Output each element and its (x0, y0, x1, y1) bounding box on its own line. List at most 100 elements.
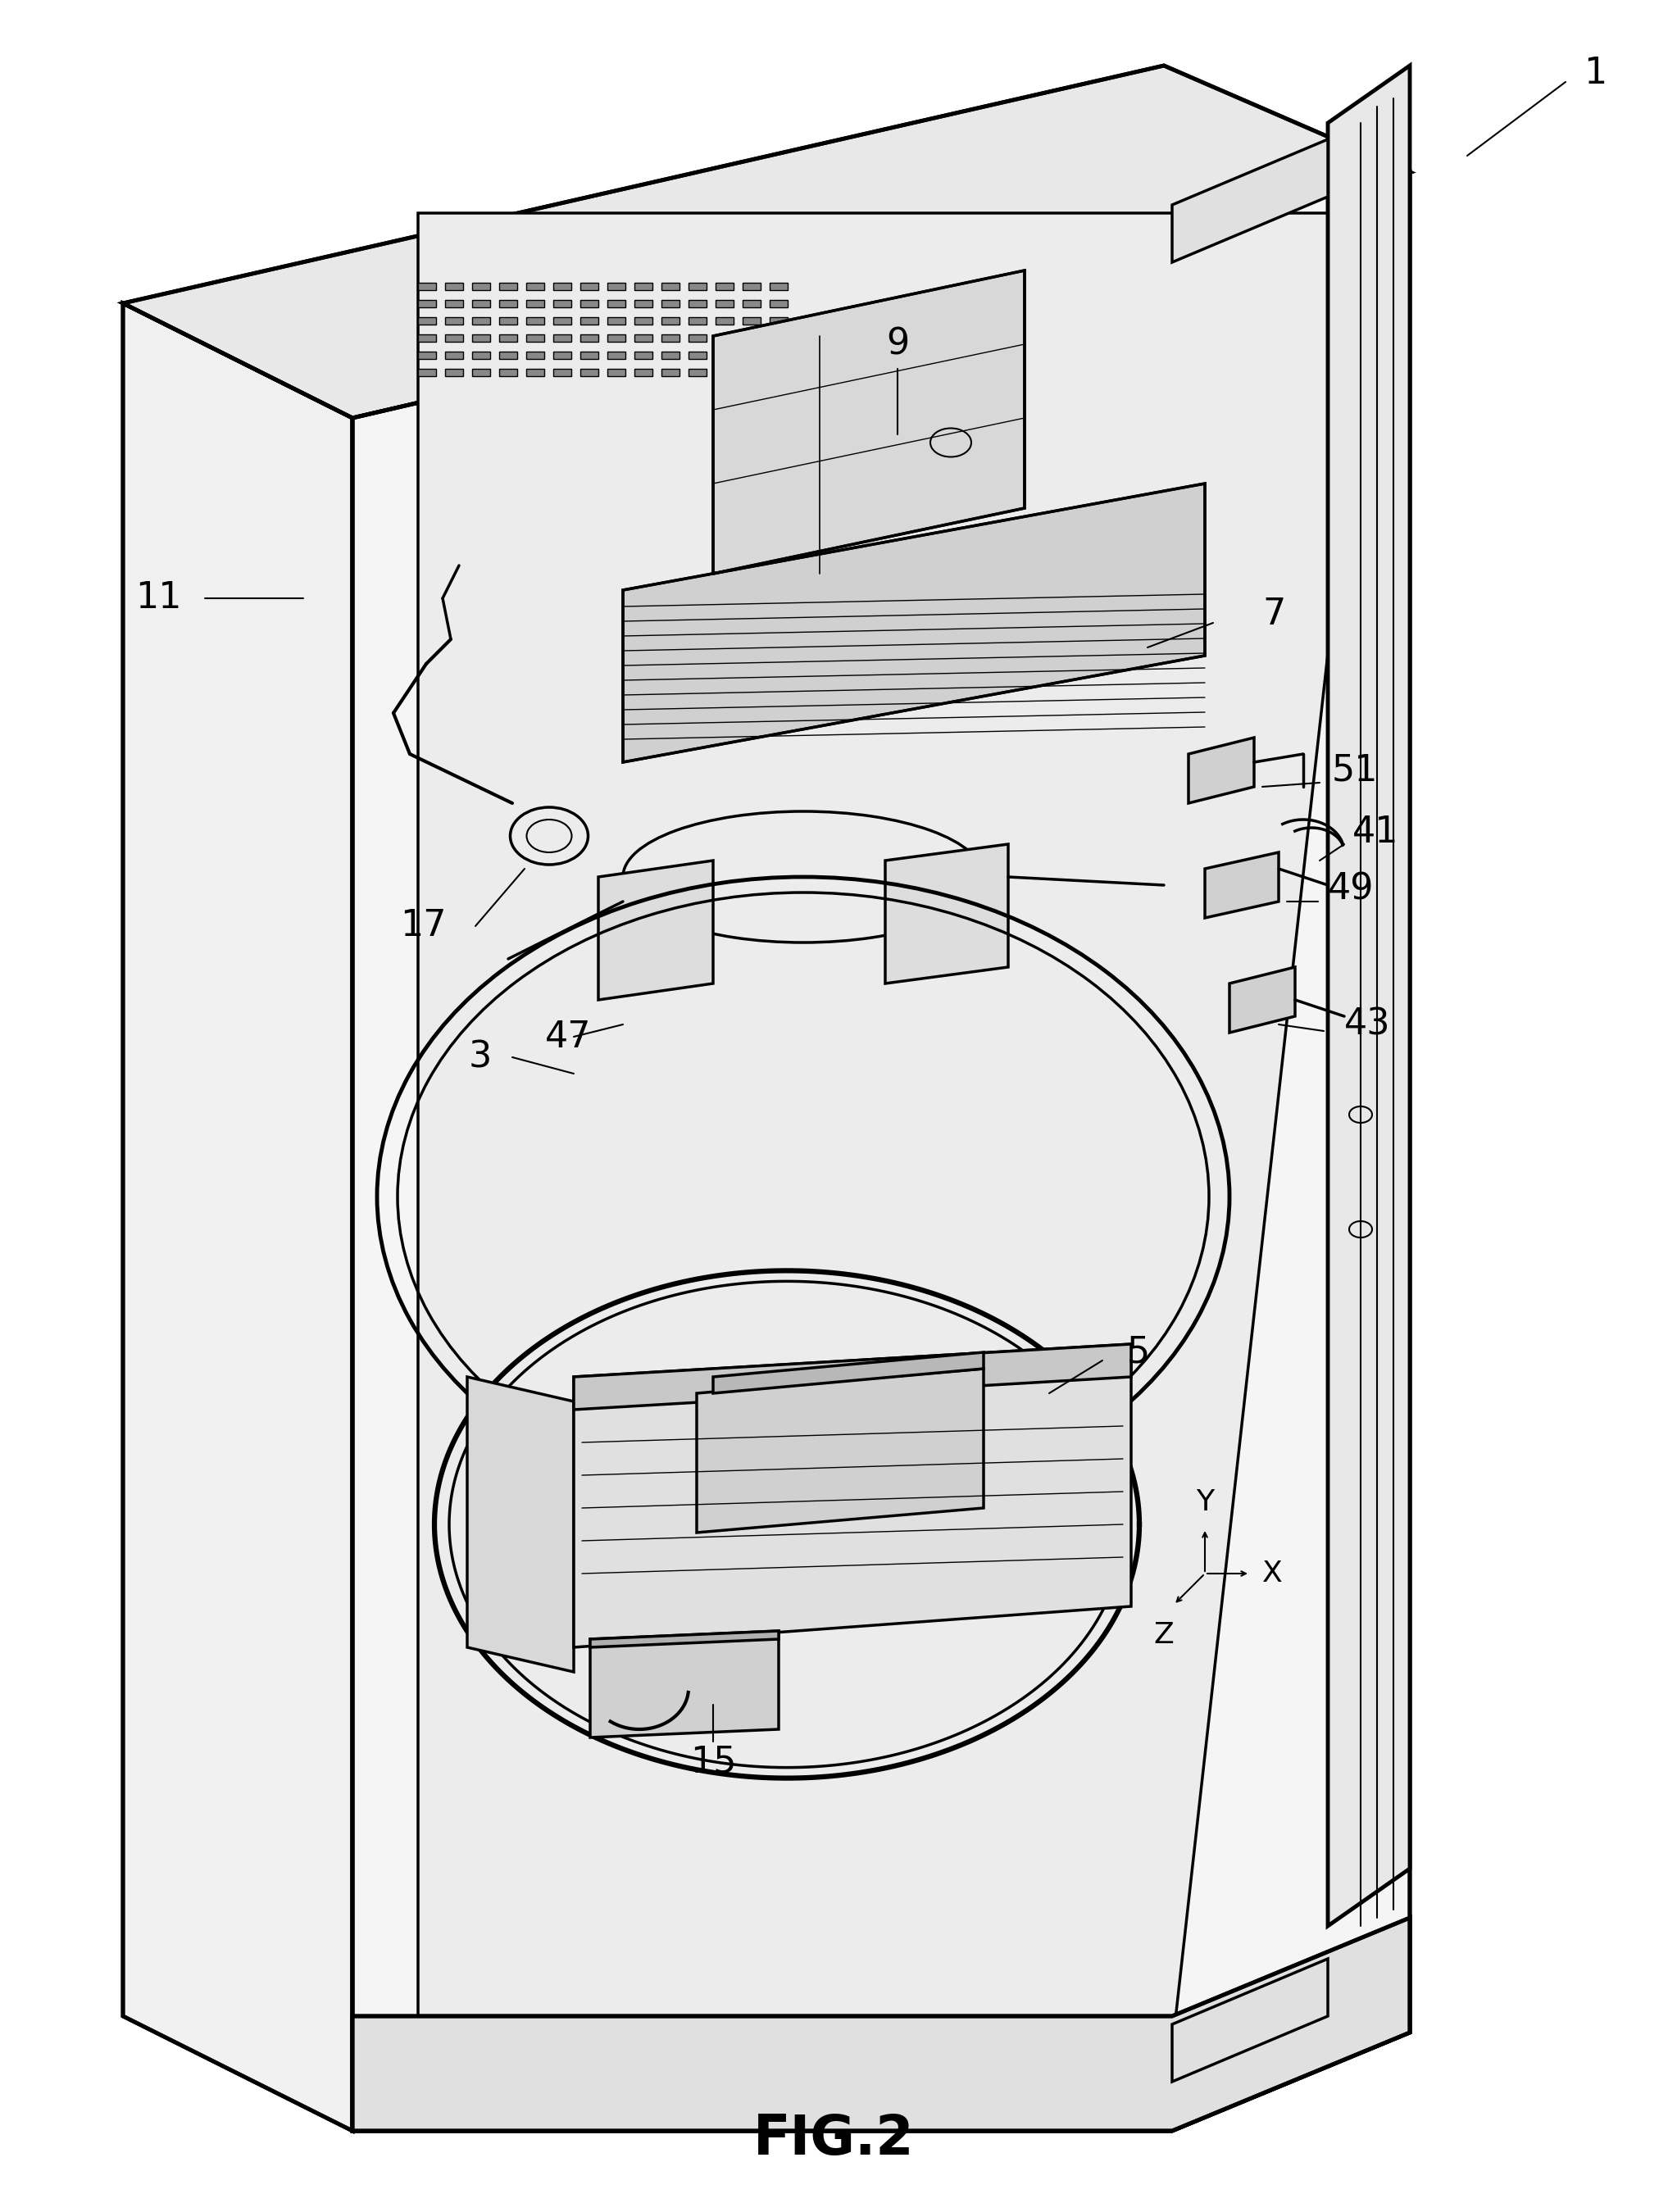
Polygon shape (123, 66, 1409, 418)
Text: 15: 15 (691, 1745, 736, 1781)
Text: 51: 51 (1333, 752, 1378, 787)
Polygon shape (1189, 737, 1254, 803)
Polygon shape (716, 352, 734, 358)
Text: Z: Z (1154, 1621, 1174, 1648)
Polygon shape (622, 484, 1204, 763)
Polygon shape (886, 845, 1007, 984)
Polygon shape (1204, 852, 1279, 918)
Polygon shape (574, 1345, 1131, 1409)
Polygon shape (714, 1352, 984, 1394)
Polygon shape (769, 301, 787, 307)
Polygon shape (445, 301, 464, 307)
Text: 49: 49 (1328, 872, 1374, 907)
Polygon shape (769, 352, 787, 358)
Polygon shape (554, 301, 572, 307)
Polygon shape (689, 283, 707, 290)
Polygon shape (634, 316, 652, 325)
Polygon shape (445, 334, 464, 343)
Text: 43: 43 (1344, 1006, 1391, 1042)
Polygon shape (634, 334, 652, 343)
Polygon shape (472, 369, 490, 376)
Polygon shape (714, 270, 1024, 573)
Polygon shape (689, 369, 707, 376)
Polygon shape (689, 316, 707, 325)
Polygon shape (662, 352, 679, 358)
Polygon shape (742, 316, 761, 325)
Polygon shape (472, 352, 490, 358)
Text: 9: 9 (886, 327, 909, 363)
Polygon shape (580, 316, 599, 325)
Polygon shape (419, 212, 1378, 2048)
Polygon shape (634, 283, 652, 290)
Polygon shape (472, 316, 490, 325)
Polygon shape (607, 352, 626, 358)
Polygon shape (419, 316, 435, 325)
Polygon shape (123, 303, 352, 2130)
Polygon shape (742, 301, 761, 307)
Polygon shape (607, 301, 626, 307)
Text: 5: 5 (1128, 1334, 1151, 1369)
Polygon shape (472, 283, 490, 290)
Polygon shape (634, 369, 652, 376)
Polygon shape (419, 301, 435, 307)
Text: 3: 3 (469, 1040, 492, 1075)
Polygon shape (445, 283, 464, 290)
Polygon shape (419, 334, 435, 343)
Polygon shape (445, 316, 464, 325)
Polygon shape (554, 352, 572, 358)
Text: 47: 47 (545, 1020, 592, 1055)
Polygon shape (662, 283, 679, 290)
Polygon shape (742, 283, 761, 290)
Polygon shape (525, 352, 544, 358)
Polygon shape (525, 283, 544, 290)
Polygon shape (499, 316, 517, 325)
Polygon shape (525, 369, 544, 376)
Polygon shape (607, 334, 626, 343)
Polygon shape (580, 301, 599, 307)
Polygon shape (1173, 139, 1328, 263)
Polygon shape (689, 334, 707, 343)
Polygon shape (472, 301, 490, 307)
Polygon shape (590, 1630, 779, 1736)
Polygon shape (580, 369, 599, 376)
Polygon shape (716, 301, 734, 307)
Polygon shape (607, 369, 626, 376)
Polygon shape (662, 369, 679, 376)
Polygon shape (419, 369, 435, 376)
Polygon shape (689, 352, 707, 358)
Polygon shape (607, 316, 626, 325)
Polygon shape (499, 301, 517, 307)
Text: Y: Y (1196, 1489, 1214, 1515)
Text: 11: 11 (135, 582, 182, 615)
Polygon shape (352, 1918, 1409, 2130)
Polygon shape (662, 334, 679, 343)
Polygon shape (590, 1630, 779, 1648)
Text: 41: 41 (1353, 814, 1399, 849)
Polygon shape (525, 301, 544, 307)
Polygon shape (634, 352, 652, 358)
Polygon shape (599, 860, 714, 1000)
Polygon shape (716, 369, 734, 376)
Polygon shape (689, 301, 707, 307)
Text: 17: 17 (400, 909, 447, 945)
Polygon shape (554, 316, 572, 325)
Polygon shape (742, 369, 761, 376)
Polygon shape (769, 369, 787, 376)
Polygon shape (419, 352, 435, 358)
Polygon shape (554, 369, 572, 376)
Text: 7: 7 (1263, 597, 1286, 633)
Text: X: X (1263, 1559, 1283, 1588)
Polygon shape (580, 352, 599, 358)
Polygon shape (499, 369, 517, 376)
Polygon shape (467, 1376, 574, 1672)
Polygon shape (554, 283, 572, 290)
Polygon shape (472, 334, 490, 343)
Polygon shape (662, 301, 679, 307)
Polygon shape (1173, 1960, 1328, 2081)
Polygon shape (662, 316, 679, 325)
Polygon shape (1229, 967, 1294, 1033)
Polygon shape (580, 283, 599, 290)
Polygon shape (525, 316, 544, 325)
Polygon shape (525, 334, 544, 343)
Polygon shape (716, 316, 734, 325)
